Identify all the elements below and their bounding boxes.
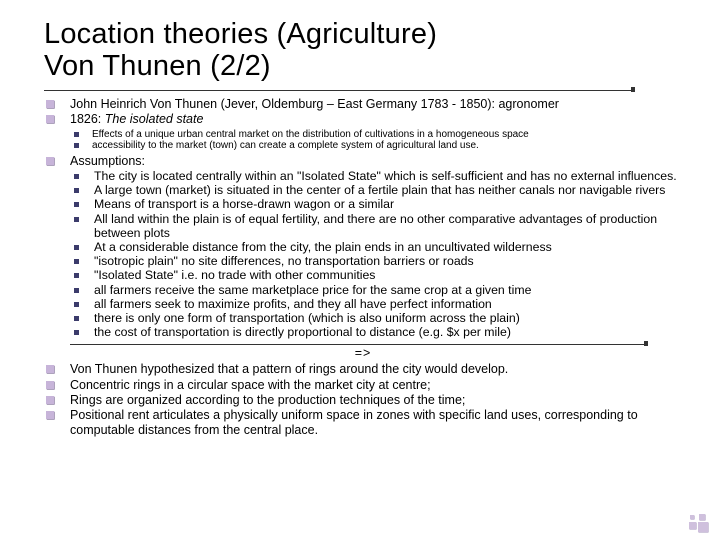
work-title: The isolated state <box>105 112 204 126</box>
bullet-author: John Heinrich Von Thunen (Jever, Oldembu… <box>44 97 682 111</box>
conclusion-list: Von Thunen hypothesized that a pattern o… <box>44 362 682 437</box>
work-sublist: Effects of a unique urban central market… <box>70 129 682 152</box>
conclusion-1: Von Thunen hypothesized that a pattern o… <box>44 362 682 376</box>
conclusion-4: Positional rent articulates a physically… <box>44 408 682 437</box>
assumption-5: At a considerable distance from the city… <box>70 241 682 255</box>
work-sub-1: Effects of a unique urban central market… <box>70 129 682 140</box>
mid-rule <box>70 343 644 345</box>
assumptions-list: The city is located centrally within an … <box>70 170 682 340</box>
work-year: 1826: <box>70 112 105 126</box>
title-line-2: Von Thunen (2/2) <box>44 50 271 82</box>
title-line-1: Location theories (Agriculture) <box>44 18 437 50</box>
slide-title: Location theories (Agriculture) Von Thun… <box>44 18 682 83</box>
assumption-1: The city is located centrally within an … <box>70 170 682 184</box>
assumption-4: All land within the plain is of equal fe… <box>70 213 682 241</box>
arrow-symbol: => <box>44 346 682 360</box>
bullet-assumptions: Assumptions: The city is located central… <box>44 154 682 341</box>
assumption-9: all farmers seek to maximize profits, an… <box>70 298 682 312</box>
assumption-7: "Isolated State" i.e. no trade with othe… <box>70 269 682 283</box>
assumption-10: there is only one form of transportation… <box>70 312 682 326</box>
assumption-11: the cost of transportation is directly p… <box>70 326 682 340</box>
conclusion-3: Rings are organized according to the pro… <box>44 393 682 407</box>
bullet-work: 1826: The isolated state Effects of a un… <box>44 112 682 151</box>
assumption-6: "isotropic plain" no site differences, n… <box>70 255 682 269</box>
content-list: John Heinrich Von Thunen (Jever, Oldembu… <box>44 97 682 340</box>
assumption-3: Means of transport is a horse-drawn wago… <box>70 198 682 212</box>
title-underline <box>44 89 631 91</box>
slide: Location theories (Agriculture) Von Thun… <box>0 0 720 540</box>
assumption-2: A large town (market) is situated in the… <box>70 184 682 198</box>
conclusion-2: Concentric rings in a circular space wit… <box>44 378 682 392</box>
corner-decoration <box>682 510 708 532</box>
assumption-8: all farmers receive the same marketplace… <box>70 284 682 298</box>
assumptions-label: Assumptions: <box>70 154 145 168</box>
work-sub-2: accessibility to the market (town) can c… <box>70 140 682 151</box>
